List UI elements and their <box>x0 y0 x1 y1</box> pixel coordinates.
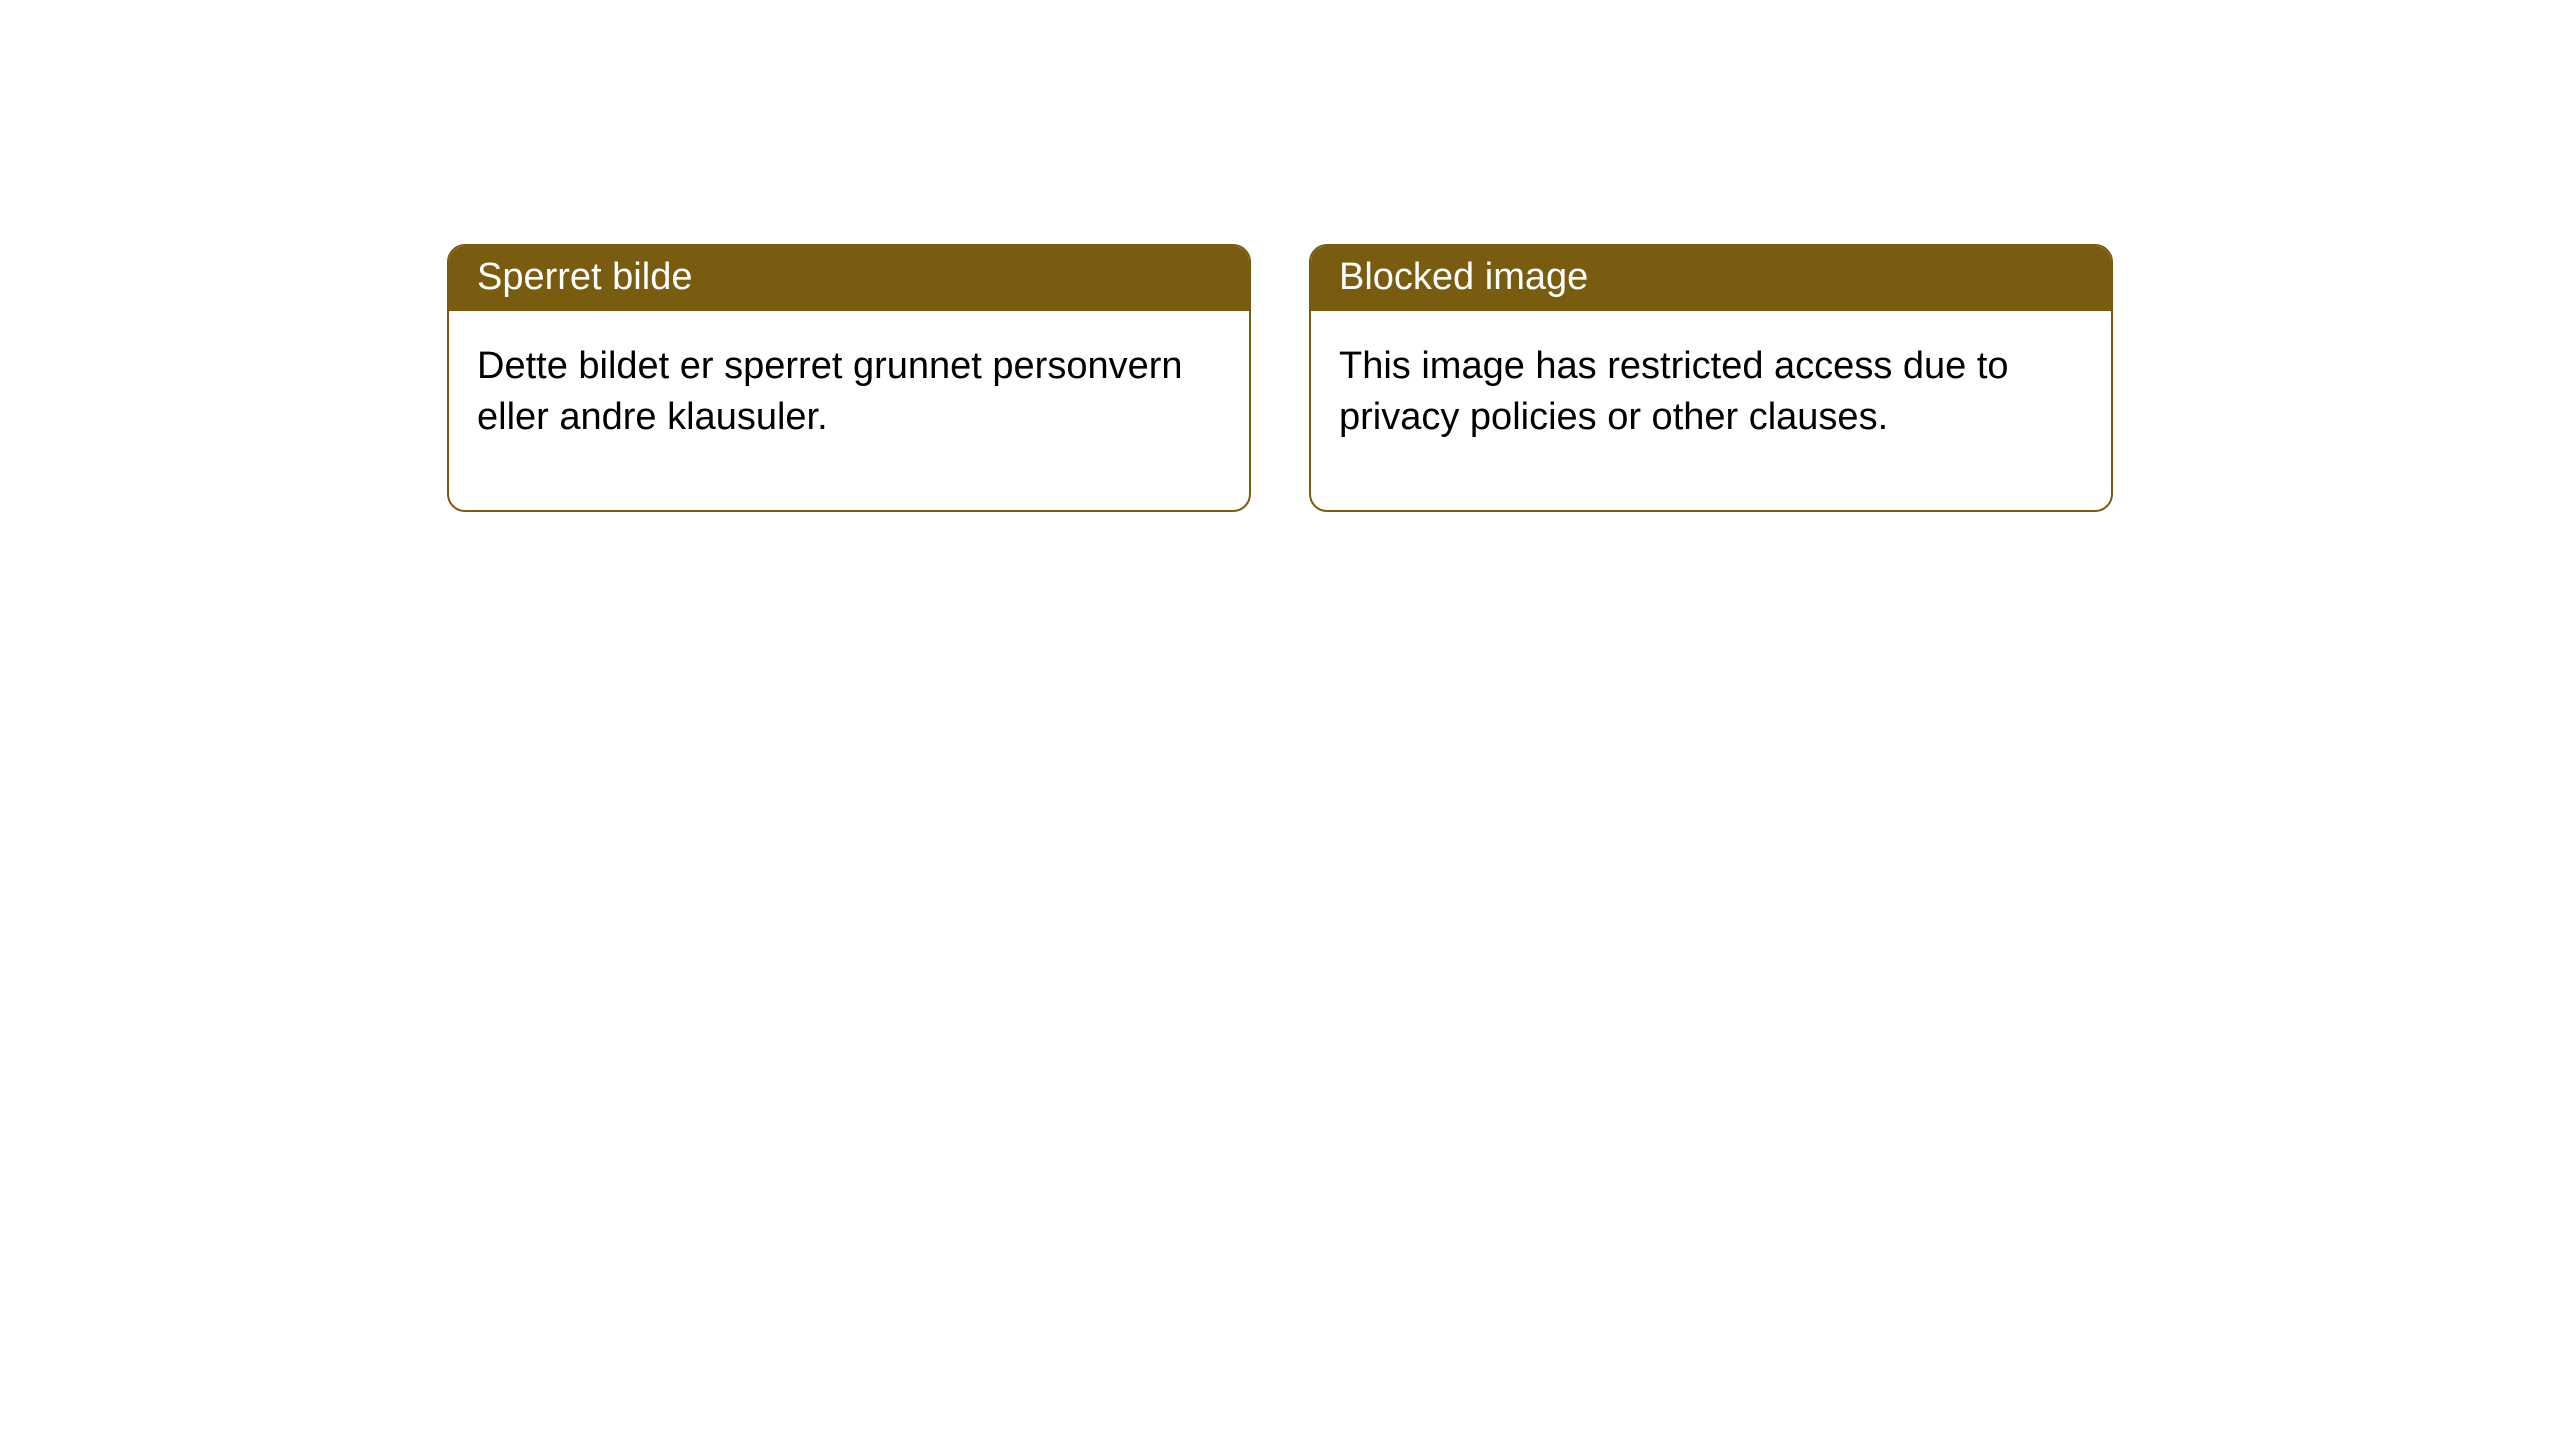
notice-card-title: Blocked image <box>1339 256 1588 298</box>
notice-card-body-text: This image has restricted access due to … <box>1339 345 2009 438</box>
notice-card-norwegian: Sperret bilde Dette bildet er sperret gr… <box>447 244 1251 512</box>
notice-card-header: Blocked image <box>1311 246 2111 311</box>
notice-cards-container: Sperret bilde Dette bildet er sperret gr… <box>447 244 2113 512</box>
notice-card-english: Blocked image This image has restricted … <box>1309 244 2113 512</box>
notice-card-body: This image has restricted access due to … <box>1311 311 2111 510</box>
notice-card-title: Sperret bilde <box>477 256 692 298</box>
notice-card-body: Dette bildet er sperret grunnet personve… <box>449 311 1249 510</box>
notice-card-header: Sperret bilde <box>449 246 1249 311</box>
notice-card-body-text: Dette bildet er sperret grunnet personve… <box>477 345 1183 438</box>
